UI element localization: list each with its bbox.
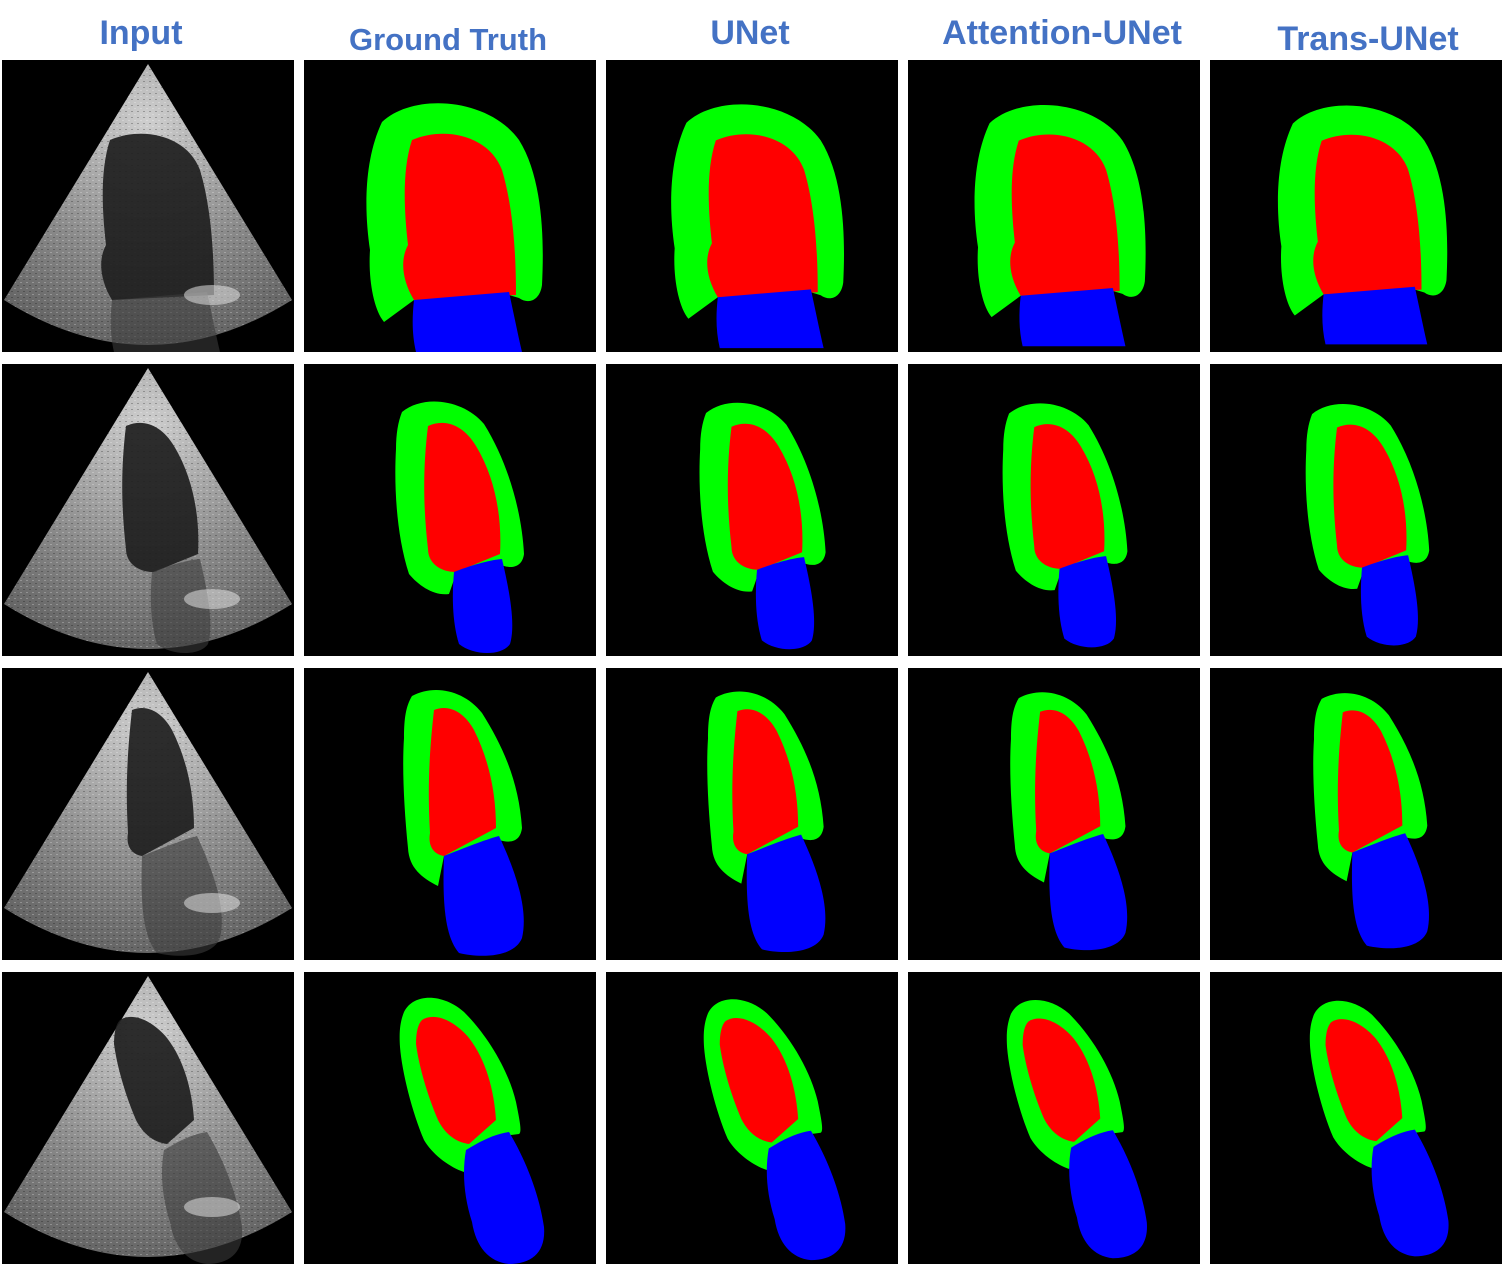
ventricle-region: [1022, 1018, 1101, 1142]
mask-trans-unet-row-1: [1210, 60, 1502, 352]
ventricle-region: [707, 134, 818, 298]
atrium-region: [1049, 833, 1128, 951]
ventricle-region: [719, 1018, 799, 1143]
input-image-row-4: [2, 972, 294, 1264]
mask-attention-unet-row-3: [908, 668, 1200, 960]
ventricle-region: [428, 708, 496, 856]
header-attention-unet: Attention-UNet: [942, 14, 1182, 52]
atrium-region: [1360, 555, 1418, 646]
mask-unet-row-3: [606, 668, 898, 960]
mask-unet-row-2: [606, 364, 898, 656]
mask-ground-truth-row-3: [304, 668, 596, 960]
atrium-region: [716, 289, 824, 349]
dark-cavity: [114, 1016, 194, 1144]
dark-cavity: [101, 133, 214, 300]
header-unet: UNet: [710, 14, 790, 52]
input-image-row-3: [2, 668, 294, 960]
ventricle-region: [424, 422, 501, 572]
atrium-region: [412, 292, 522, 352]
ventricle-region: [416, 1016, 496, 1144]
atrium-region: [443, 836, 524, 956]
dark-cavity: [122, 422, 199, 572]
ventricle-region: [1010, 134, 1120, 296]
atrium-region: [1019, 288, 1126, 347]
mask-attention-unet-row-4: [908, 972, 1200, 1264]
atrium-region: [1058, 556, 1117, 648]
header-input: Input: [99, 14, 183, 52]
ventricle-region: [1333, 424, 1407, 568]
atrium-region: [746, 834, 826, 953]
atrium-region: [452, 559, 513, 653]
ventricle-region: [1030, 424, 1105, 569]
mask-trans-unet-row-4: [1210, 972, 1502, 1264]
mask-unet-row-4: [606, 972, 898, 1264]
mask-ground-truth-row-1: [304, 60, 596, 352]
ventricle-region: [732, 709, 799, 855]
mask-attention-unet-row-1: [908, 60, 1200, 352]
input-image-row-1: [2, 60, 294, 352]
mask-trans-unet-row-2: [1210, 364, 1502, 656]
dark-cavity: [126, 708, 194, 856]
mask-ground-truth-row-4: [304, 972, 596, 1264]
mask-unet-row-1: [606, 60, 898, 352]
ventricle-region: [1337, 710, 1403, 853]
atrium-region: [464, 1132, 545, 1264]
ventricle-region: [1035, 709, 1101, 854]
atrium-region: [1351, 833, 1429, 949]
input-image-row-2: [2, 364, 294, 656]
ventricle-region: [1325, 1019, 1403, 1142]
header-ground-truth: Ground Truth: [348, 22, 548, 57]
ventricle-region: [403, 133, 516, 300]
mask-trans-unet-row-3: [1210, 668, 1502, 960]
atrium-region: [766, 1130, 846, 1261]
atrium-region: [1069, 1130, 1147, 1259]
atrium-region: [755, 557, 815, 650]
header-trans-unet: Trans-UNet: [1277, 20, 1459, 58]
atrium-region: [1322, 286, 1428, 345]
ventricle-region: [1313, 134, 1422, 295]
mask-attention-unet-row-2: [908, 364, 1200, 656]
mask-ground-truth-row-2: [304, 364, 596, 656]
ventricle-region: [727, 423, 803, 570]
atrium-region: [1371, 1129, 1449, 1257]
